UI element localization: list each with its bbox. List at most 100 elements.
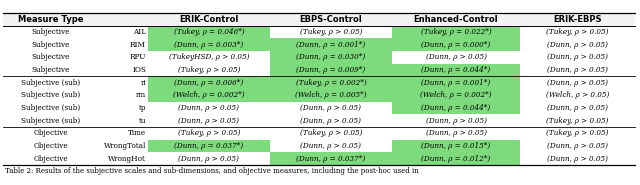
Bar	[148, 76, 270, 89]
Text: Objective: Objective	[33, 129, 68, 137]
Text: (Dunn, ρ = 0.000*): (Dunn, ρ = 0.000*)	[421, 41, 491, 49]
Text: (Dunn, ρ = 0.009*): (Dunn, ρ = 0.009*)	[296, 66, 365, 74]
Text: (Dunn, ρ = 0.012*): (Dunn, ρ = 0.012*)	[421, 155, 491, 163]
Text: (Dunn, ρ = 0.015*): (Dunn, ρ = 0.015*)	[421, 142, 491, 150]
Bar	[270, 89, 392, 102]
Text: Subjective (sub): Subjective (sub)	[21, 117, 80, 125]
Text: Enhanced-Control: Enhanced-Control	[413, 15, 499, 24]
Text: (Welch, ρ = 0.005*): (Welch, ρ = 0.005*)	[295, 91, 367, 99]
Bar	[392, 38, 520, 51]
Text: (Dunn, ρ > 0.05): (Dunn, ρ > 0.05)	[179, 117, 239, 125]
Text: AIL: AIL	[133, 28, 146, 36]
Text: ERIK-EBPS: ERIK-EBPS	[553, 15, 602, 24]
Text: (Tukey, ρ > 0.05): (Tukey, ρ > 0.05)	[178, 129, 240, 137]
Text: (Tukey, ρ > 0.05): (Tukey, ρ > 0.05)	[178, 66, 240, 74]
Bar	[148, 38, 270, 51]
Text: (Welch, ρ = 0.002*): (Welch, ρ = 0.002*)	[173, 91, 245, 99]
Bar	[3, 64, 635, 76]
Bar	[3, 102, 635, 114]
Bar	[392, 152, 520, 165]
Bar	[3, 13, 635, 26]
Text: (Tukey, ρ > 0.05): (Tukey, ρ > 0.05)	[547, 129, 609, 137]
Text: (Dunn, ρ > 0.05): (Dunn, ρ > 0.05)	[547, 41, 608, 49]
Text: Objective: Objective	[33, 155, 68, 163]
Text: (Dunn, ρ = 0.044*): (Dunn, ρ = 0.044*)	[421, 66, 491, 74]
Bar	[3, 140, 635, 152]
Text: (TukeyHSD, ρ > 0.05): (TukeyHSD, ρ > 0.05)	[169, 53, 249, 61]
Bar	[148, 140, 270, 152]
Bar	[392, 76, 520, 89]
Bar	[392, 102, 520, 114]
Text: ERIK-Control: ERIK-Control	[179, 15, 239, 24]
Text: (Dunn, ρ = 0.044*): (Dunn, ρ = 0.044*)	[421, 104, 491, 112]
Text: (Dunn, ρ = 0.037*): (Dunn, ρ = 0.037*)	[296, 155, 365, 163]
Text: (Tukey, ρ = 0.002*): (Tukey, ρ = 0.002*)	[296, 79, 366, 87]
Bar	[148, 26, 270, 38]
Text: (Dunn, ρ > 0.05): (Dunn, ρ > 0.05)	[547, 104, 608, 112]
Text: (Tukey, ρ > 0.05): (Tukey, ρ > 0.05)	[547, 28, 609, 36]
Text: (Dunn, ρ > 0.05): (Dunn, ρ > 0.05)	[301, 117, 362, 125]
Text: (Dunn, ρ = 0.001*): (Dunn, ρ = 0.001*)	[421, 79, 491, 87]
Text: (Dunn, ρ > 0.05): (Dunn, ρ > 0.05)	[547, 53, 608, 61]
Text: (Dunn, ρ = 0.037*): (Dunn, ρ = 0.037*)	[174, 142, 244, 150]
Bar	[3, 127, 635, 140]
Bar	[3, 51, 635, 64]
Text: Subjective: Subjective	[31, 66, 70, 74]
Text: Subjective: Subjective	[31, 41, 70, 49]
Text: RPU: RPU	[130, 53, 146, 61]
Text: tu: tu	[138, 117, 146, 125]
Text: (Dunn, ρ = 0.006*): (Dunn, ρ = 0.006*)	[174, 79, 244, 87]
Text: (Dunn, ρ > 0.05): (Dunn, ρ > 0.05)	[547, 142, 608, 150]
Text: (Tukey, ρ > 0.05): (Tukey, ρ > 0.05)	[300, 28, 362, 36]
Text: (Welch, ρ = 0.002*): (Welch, ρ = 0.002*)	[420, 91, 492, 99]
Text: WrongTotal: WrongTotal	[104, 142, 146, 150]
Bar	[3, 152, 635, 165]
Text: Table 2: Results of the subjective scales and sub-dimensions, and objective meas: Table 2: Results of the subjective scale…	[5, 167, 419, 175]
Text: Measure Type: Measure Type	[18, 15, 83, 24]
Bar	[392, 140, 520, 152]
Text: Subjective: Subjective	[31, 28, 70, 36]
Text: (Dunn, ρ > 0.05): (Dunn, ρ > 0.05)	[547, 79, 608, 87]
Bar	[3, 89, 635, 102]
Bar	[148, 89, 270, 102]
Text: WrongHot: WrongHot	[108, 155, 146, 163]
Text: (Dunn, ρ > 0.05): (Dunn, ρ > 0.05)	[547, 66, 608, 74]
Text: EBPS-Control: EBPS-Control	[300, 15, 362, 24]
Text: (Tukey, ρ = 0.022*): (Tukey, ρ = 0.022*)	[420, 28, 492, 36]
Text: (Dunn, ρ > 0.05): (Dunn, ρ > 0.05)	[179, 104, 239, 112]
Text: (Welch, ρ > 0.05): (Welch, ρ > 0.05)	[546, 91, 609, 99]
Text: rm: rm	[136, 91, 146, 99]
Bar	[3, 76, 635, 89]
Text: (Dunn, ρ > 0.05): (Dunn, ρ > 0.05)	[301, 104, 362, 112]
Text: ri: ri	[140, 79, 146, 87]
Text: (Dunn, ρ > 0.05): (Dunn, ρ > 0.05)	[426, 117, 486, 125]
Bar	[392, 26, 520, 38]
Text: (Dunn, ρ > 0.05): (Dunn, ρ > 0.05)	[547, 155, 608, 163]
Text: Subjective (sub): Subjective (sub)	[21, 104, 80, 112]
Bar	[270, 64, 392, 76]
Bar	[3, 26, 635, 38]
Bar	[270, 76, 392, 89]
Text: Objective: Objective	[33, 142, 68, 150]
Bar	[270, 152, 392, 165]
Text: (Tukey, ρ > 0.05): (Tukey, ρ > 0.05)	[547, 117, 609, 125]
Text: (Dunn, ρ > 0.05): (Dunn, ρ > 0.05)	[301, 142, 362, 150]
Text: Subjective (sub): Subjective (sub)	[21, 91, 80, 99]
Text: (Dunn, ρ = 0.001*): (Dunn, ρ = 0.001*)	[296, 41, 365, 49]
Text: (Dunn, ρ > 0.05): (Dunn, ρ > 0.05)	[179, 155, 239, 163]
Text: (Tukey, ρ > 0.05): (Tukey, ρ > 0.05)	[300, 129, 362, 137]
Text: Subjective (sub): Subjective (sub)	[21, 79, 80, 87]
Text: (Dunn, ρ > 0.05): (Dunn, ρ > 0.05)	[426, 53, 486, 61]
Text: (Dunn, ρ > 0.05): (Dunn, ρ > 0.05)	[426, 129, 486, 137]
Bar	[270, 38, 392, 51]
Text: Time: Time	[128, 129, 146, 137]
Text: (Dunn, ρ = 0.030*): (Dunn, ρ = 0.030*)	[296, 53, 365, 61]
Bar	[3, 114, 635, 127]
Text: tp: tp	[138, 104, 146, 112]
Text: RIM: RIM	[130, 41, 146, 49]
Bar	[3, 38, 635, 51]
Bar	[270, 51, 392, 64]
Text: IOS: IOS	[132, 66, 146, 74]
Text: (Dunn, ρ = 0.003*): (Dunn, ρ = 0.003*)	[174, 41, 244, 49]
Text: Subjective: Subjective	[31, 53, 70, 61]
